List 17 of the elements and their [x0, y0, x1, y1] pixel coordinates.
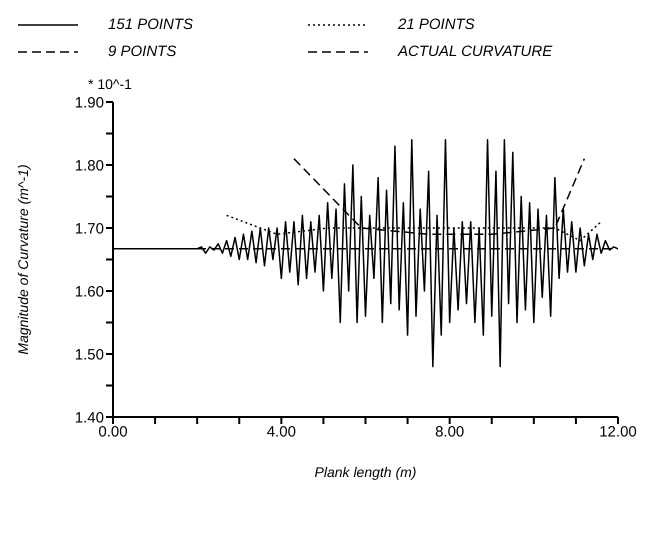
y-tick-label: 1.40 — [74, 409, 104, 426]
legend-label: 9 POINTS — [108, 43, 176, 60]
x-tick-label: 4.00 — [266, 424, 296, 441]
legend-label: ACTUAL CURVATURE — [398, 43, 552, 60]
y-tick-label: 1.60 — [74, 283, 104, 300]
y-tick-label: 1.90 — [74, 94, 104, 112]
x-tick-label: 12.00 — [599, 424, 637, 441]
legend-label: 151 POINTS — [108, 16, 194, 33]
x-tick-label: 0.00 — [98, 424, 128, 441]
x-tick-label: 8.00 — [435, 424, 464, 441]
y-axis-title: Magnitude of Curvature (m^-1) — [14, 164, 31, 355]
y-tick-label: 1.50 — [74, 346, 104, 364]
legend-label: 21 POINTS — [398, 16, 475, 33]
y-tick-label: 1.80 — [74, 157, 104, 174]
x-axis-title: Plank length (m) — [314, 464, 416, 480]
y-tick-label: 1.70 — [74, 220, 104, 238]
text: * 10^-1 — [88, 76, 132, 92]
